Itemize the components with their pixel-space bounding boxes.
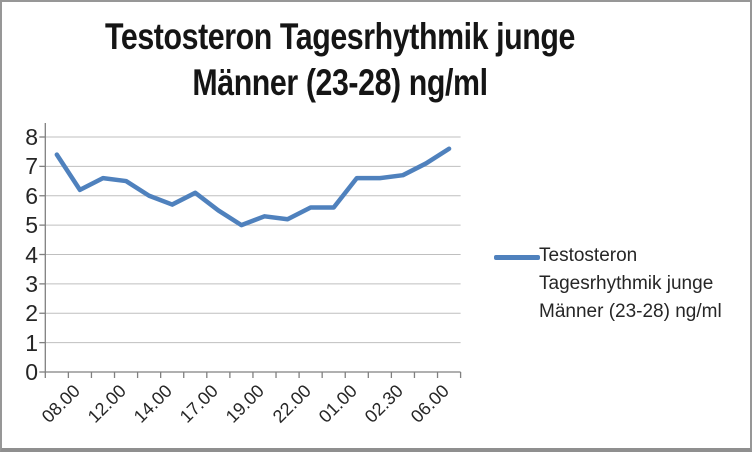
chart-title-line-2: Männer (23-28) ng/ml xyxy=(192,62,488,103)
y-axis-tick-label: 0 xyxy=(25,359,38,385)
y-axis-tick-label: 4 xyxy=(25,241,38,268)
y-axis-tick-label: 3 xyxy=(25,270,38,297)
y-axis-tick-label: 1 xyxy=(25,329,38,356)
data-series-line xyxy=(54,146,452,228)
chart-title: Testosteron Tagesrhythmik junge Männer (… xyxy=(94,14,586,106)
chart-title-line-1: Testosteron Tagesrhythmik junge xyxy=(104,16,576,57)
legend-series-label: Testosteron Tagesrhythmik junge Männer (… xyxy=(539,245,722,322)
y-axis-tick-label: 5 xyxy=(25,212,38,239)
legend-line-swatch xyxy=(494,255,540,260)
y-axis-tick-label: 2 xyxy=(25,300,38,327)
y-axis-tick-label: 6 xyxy=(25,182,38,209)
y-axis-tick-label: 8 xyxy=(25,124,38,150)
y-axis-tick-label: 7 xyxy=(25,153,38,180)
